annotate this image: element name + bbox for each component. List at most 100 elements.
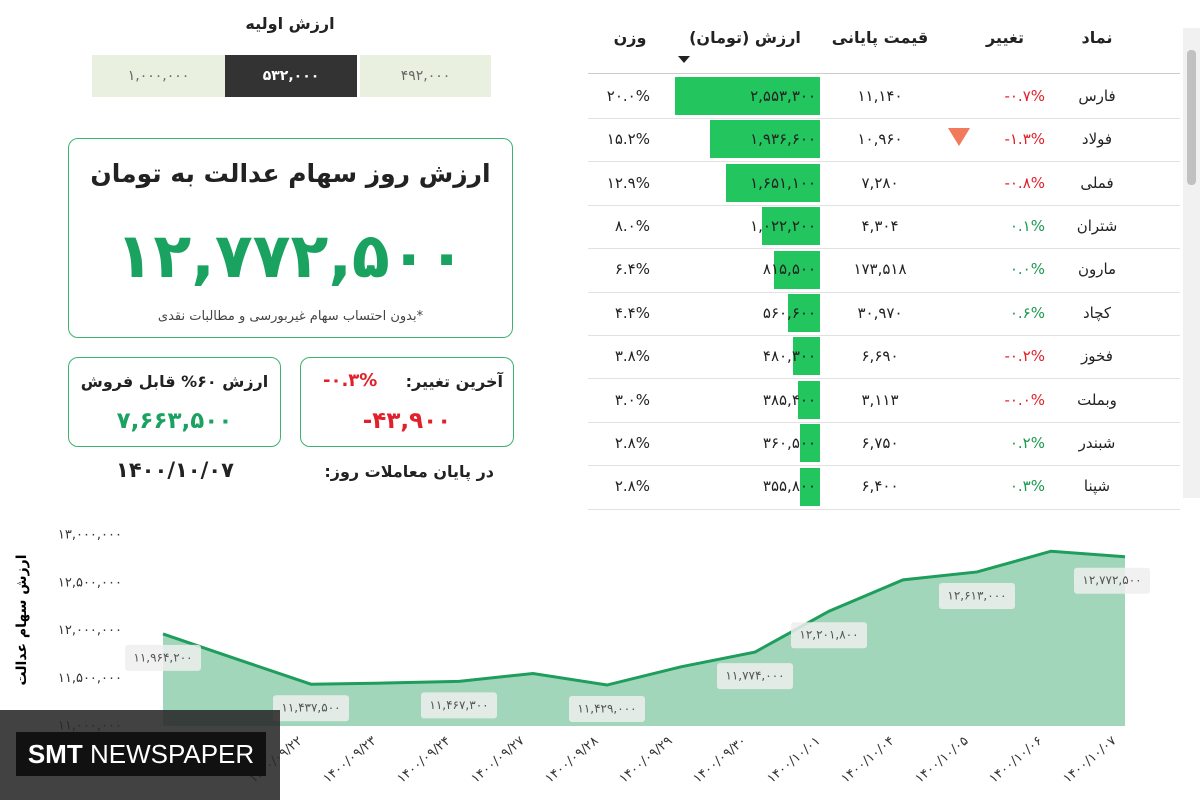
- y-tick-label: ۱۳,۰۰۰,۰۰۰: [58, 528, 122, 543]
- value-option[interactable]: ۵۳۲,۰۰۰: [225, 55, 357, 97]
- value-option[interactable]: ۴۹۲,۰۰۰: [360, 55, 491, 97]
- row-line: [588, 508, 1180, 510]
- summary-value: ۱۲,۷۷۲,۵۰۰: [115, 219, 466, 292]
- x-tick-label: ۱۴۰۰/۱۰/۰۴: [838, 734, 897, 787]
- value-bar: [675, 77, 820, 115]
- weight: ۳.۰%: [614, 390, 650, 409]
- x-tick-label: ۱۴۰۰/۱۰/۰۶: [986, 734, 1045, 787]
- value-label-bg: [717, 663, 793, 690]
- watermark: SMT NEWSPAPER: [16, 732, 266, 776]
- change: ۰.۶%: [1009, 303, 1045, 322]
- value-bar: [799, 467, 820, 506]
- watermark-box: SMT NEWSPAPER: [0, 710, 280, 800]
- change: -۱.۳%: [1004, 130, 1045, 149]
- symbol: فارس: [1078, 86, 1116, 105]
- row-line: [588, 161, 1180, 163]
- x-tick-label: ۱۴۰۰/۰۹/۳۰: [690, 734, 749, 787]
- trade-value: ۴۸۰,۳۰۰: [762, 347, 816, 366]
- area-fill: [163, 551, 1125, 726]
- weight: ۲.۸%: [614, 433, 650, 452]
- value-bar: [726, 163, 820, 202]
- change: ۰.۱%: [1009, 216, 1045, 235]
- scrollbar[interactable]: [1183, 28, 1200, 498]
- column-header[interactable]: نماد: [1081, 28, 1113, 47]
- trade-value: ۲,۵۵۳,۳۰۰: [750, 86, 816, 105]
- row-line: [588, 204, 1180, 206]
- close-price: ۱۷۳,۵۱۸: [853, 260, 907, 279]
- row-line: [588, 118, 1180, 119]
- value-label: ۱۱,۴۳۷,۵۰۰: [281, 701, 340, 715]
- close-price: ۳,۱۱۳: [861, 390, 899, 409]
- last-change-card: آخرین تغییر: -۰.۳% -۴۳,۹۰۰: [300, 357, 514, 447]
- y-tick-label: ۱۱,۵۰۰,۰۰۰: [58, 671, 122, 686]
- value-label: ۱۱,۷۷۴,۰۰۰: [725, 669, 784, 683]
- close-price: ۳۰,۹۷۰: [857, 303, 903, 322]
- x-tick-label: ۱۴۰۰/۱۰/۰۱: [764, 734, 823, 787]
- change: -۰.۰%: [1004, 390, 1045, 409]
- value-label-bg: [421, 692, 497, 719]
- x-tick-label: ۱۴۰۰/۰۹/۲۹: [616, 734, 675, 787]
- change: -۰.۷%: [1004, 86, 1045, 105]
- trade-value: ۸۱۵,۵۰۰: [762, 260, 816, 279]
- last-change-label: آخرین تغییر:: [405, 372, 503, 391]
- value-bar: [773, 250, 820, 289]
- row-line: [588, 378, 1180, 380]
- value-label: ۱۱,۹۶۴,۲۰۰: [133, 650, 192, 664]
- weight: ۸.۰%: [614, 216, 650, 235]
- change: ۰.۰%: [1009, 260, 1045, 279]
- column-header[interactable]: وزن: [613, 28, 647, 47]
- symbol: کچاد: [1082, 303, 1112, 322]
- weight: ۲۰.۰%: [606, 86, 650, 105]
- symbol: شبندر: [1078, 433, 1116, 452]
- watermark-bold: SMT: [27, 739, 83, 769]
- column-header[interactable]: قیمت پایانی: [831, 28, 929, 47]
- change: ۰.۳%: [1009, 477, 1045, 496]
- row-line: [588, 248, 1180, 250]
- weight: ۶.۴%: [614, 260, 650, 279]
- last-change-percent: -۰.۳%: [323, 370, 378, 391]
- value-bar: [788, 294, 820, 332]
- x-tick-label: ۱۴۰۰/۱۰/۰۷: [1060, 734, 1119, 787]
- x-tick-label: ۱۴۰۰/۱۰/۰۵: [912, 734, 971, 787]
- watermark-text: NEWSPAPER: [89, 739, 255, 769]
- x-tick-label: ۱۴۰۰/۰۹/۲۷: [468, 734, 527, 787]
- value-bar: [792, 337, 820, 376]
- close-price: ۶,۷۵۰: [861, 433, 899, 452]
- row-line: [588, 291, 1180, 293]
- column-header[interactable]: تغییر: [985, 28, 1025, 47]
- change: -۰.۸%: [1004, 173, 1045, 192]
- value-label-bg: [939, 582, 1015, 609]
- close-price: ۱۰,۹۶۰: [857, 130, 903, 149]
- sellable-label: ارزش ۶۰% قابل فروش: [80, 372, 269, 391]
- symbol: فولاد: [1081, 130, 1113, 149]
- close-price: ۷,۲۸۰: [861, 173, 899, 192]
- value-label-bg: [569, 696, 645, 723]
- summary-title: ارزش روز سهام عدالت به تومان: [90, 159, 491, 188]
- value-label: ۱۲,۶۱۳,۰۰۰: [947, 588, 1006, 602]
- weight: ۴.۴%: [614, 303, 650, 322]
- value-label: ۱۱,۴۲۹,۰۰۰: [577, 702, 636, 716]
- last-change-amount: -۴۳,۹۰۰: [362, 408, 452, 434]
- scroll-thumb[interactable]: [1187, 50, 1196, 185]
- value-label-bg: [791, 622, 867, 649]
- weight: ۱۲.۹%: [606, 173, 650, 192]
- value-bar: [799, 424, 820, 463]
- value-label-bg: [273, 695, 349, 722]
- value-label: ۱۱,۴۶۷,۳۰۰: [429, 698, 488, 712]
- weight: ۲.۸%: [614, 477, 650, 496]
- weight: ۱۵.۲%: [606, 130, 650, 149]
- sellable-value: ۷,۶۶۳,۵۰۰: [116, 408, 233, 434]
- trade-value: ۵۶۰,۶۰۰: [762, 303, 816, 322]
- y-tick-label: ۱۲,۰۰۰,۰۰۰: [58, 623, 122, 638]
- column-header[interactable]: ارزش (تومان): [689, 28, 801, 47]
- trade-value: ۱,۶۵۱,۱۰۰: [750, 173, 816, 192]
- close-price: ۶,۶۹۰: [861, 347, 899, 366]
- weight: ۳.۸%: [614, 347, 650, 366]
- symbol: وبملت: [1077, 390, 1117, 409]
- value-option[interactable]: ۱,۰۰۰,۰۰۰: [92, 55, 225, 97]
- trade-value: ۳۶۰,۵۰۰: [762, 433, 816, 452]
- value-bar: [798, 380, 820, 419]
- trade-value: ۳۸۵,۴۰۰: [762, 390, 816, 409]
- row-line: [588, 421, 1180, 423]
